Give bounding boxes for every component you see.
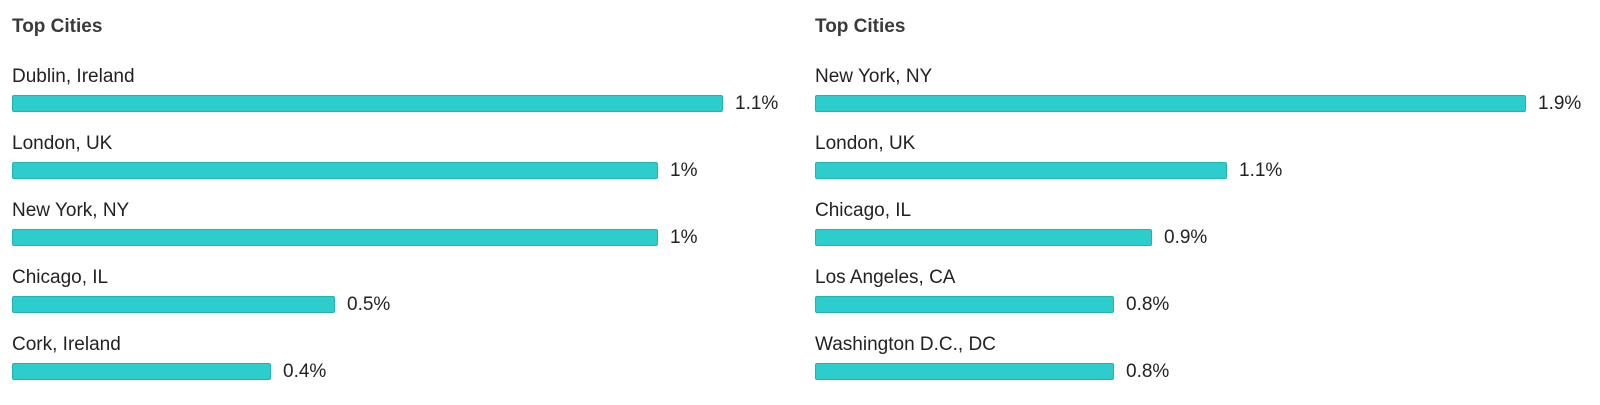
bar <box>12 95 723 112</box>
bar-value-label: 0.4% <box>283 361 327 382</box>
bar <box>815 363 1114 380</box>
bar-value-label: 1% <box>670 160 698 181</box>
city-label: New York, NY <box>815 66 933 87</box>
city-label: Los Angeles, CA <box>815 267 956 288</box>
bar <box>12 296 335 313</box>
bar <box>815 229 1152 246</box>
top-cities-panel-left: Top Cities Dublin, Ireland 1.1% London, UK… <box>12 0 792 405</box>
bar-row: Los Angeles, CA 0.8% <box>815 266 1595 326</box>
bar-value-label: 0.9% <box>1164 227 1208 248</box>
bar-row: Washington D.C., DC 0.8% <box>815 333 1595 393</box>
bar-value-label: 1% <box>670 227 698 248</box>
city-label: London, UK <box>12 133 113 154</box>
bar-value-label: 0.8% <box>1126 294 1170 315</box>
bar-row: Chicago, IL 0.5% <box>12 266 792 326</box>
top-cities-panel-right: Top Cities New York, NY 1.9% London, UK 1.1… <box>815 0 1595 405</box>
city-label: Washington D.C., DC <box>815 334 996 355</box>
city-label: Dublin, Ireland <box>12 66 135 87</box>
panel-title: Top Cities <box>12 16 103 37</box>
bar <box>815 162 1227 179</box>
bar-row: Dublin, Ireland 1.1% <box>12 65 792 125</box>
bar-row: New York, NY 1.9% <box>815 65 1595 125</box>
bar-row: London, UK 1% <box>12 132 792 192</box>
bar <box>815 296 1114 313</box>
bar <box>815 95 1526 112</box>
city-label: Chicago, IL <box>12 267 109 288</box>
city-label: Cork, Ireland <box>12 334 121 355</box>
bar-value-label: 0.8% <box>1126 361 1170 382</box>
city-label: London, UK <box>815 133 916 154</box>
bar-row: Chicago, IL 0.9% <box>815 199 1595 259</box>
bar <box>12 229 658 246</box>
bar <box>12 162 658 179</box>
city-label: Chicago, IL <box>815 200 912 221</box>
bar-value-label: 1.1% <box>1239 160 1283 181</box>
city-label: New York, NY <box>12 200 130 221</box>
bar-row: New York, NY 1% <box>12 199 792 259</box>
bar-value-label: 1.1% <box>735 93 779 114</box>
panel-title: Top Cities <box>815 16 906 37</box>
bar-row: Cork, Ireland 0.4% <box>12 333 792 393</box>
bar-value-label: 0.5% <box>347 294 391 315</box>
bar <box>12 363 271 380</box>
bar-row: London, UK 1.1% <box>815 132 1595 192</box>
bar-value-label: 1.9% <box>1538 93 1582 114</box>
